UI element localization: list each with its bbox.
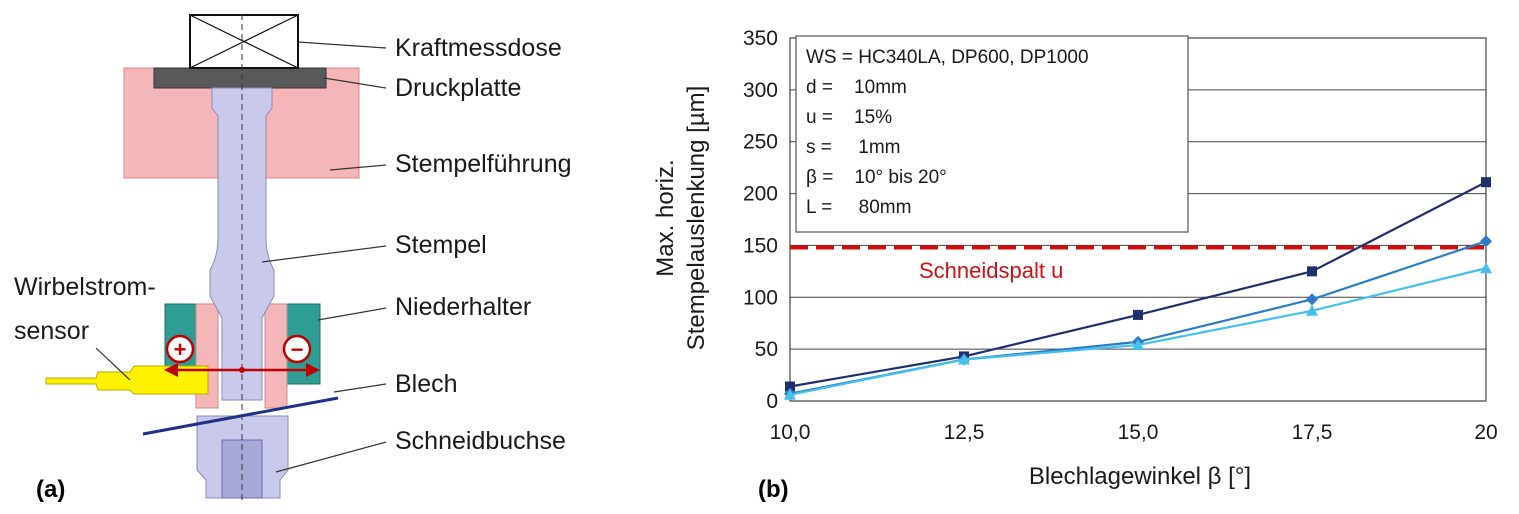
niederhalter-liner-right xyxy=(264,303,288,409)
data-point xyxy=(1132,338,1144,350)
data-point xyxy=(1307,266,1317,277)
schneidspalt-label: Schneidspalt u xyxy=(919,258,1063,283)
y-tick-label: 350 xyxy=(743,27,778,50)
data-point xyxy=(1481,177,1491,188)
data-point xyxy=(784,388,796,400)
x-tick-label: 10,0 xyxy=(770,421,811,444)
plus-sign: + xyxy=(174,337,187,362)
druckplatte-plate xyxy=(153,67,327,89)
label-blech: Blech xyxy=(395,370,458,398)
kraftmessdose-box xyxy=(189,14,299,69)
y-axis-title-line1: Max. horiz. xyxy=(652,159,679,276)
wirbelstromsensor-body xyxy=(45,365,209,395)
deflection-chart: 0 50 100 150 200 250 300 350 10,0 12,5 15,0 17,5 20… xyxy=(652,27,1498,503)
y-tick-label: 300 xyxy=(743,79,778,102)
legend-line: d = 10mm xyxy=(806,77,907,98)
apparatus-diagram: + − Kraftmessdose Druckplatte Stempelfüh… xyxy=(14,14,572,503)
y-tick-label: 50 xyxy=(755,338,778,361)
data-point xyxy=(1480,262,1492,274)
label-wirbelstrom-line1: Wirbelstrom- xyxy=(14,273,156,301)
label-stempel: Stempel xyxy=(395,231,487,259)
legend-line: L = 80mm xyxy=(806,197,911,218)
label-wirbelstrom-line2: sensor xyxy=(14,317,89,345)
blech-sheet xyxy=(142,396,339,436)
label-druckplatte: Druckplatte xyxy=(395,74,521,102)
panel-b-tag: (b) xyxy=(758,476,789,503)
deflection-arrow xyxy=(164,363,320,377)
data-point xyxy=(1133,309,1143,320)
x-tick-label: 17,5 xyxy=(1292,421,1333,444)
legend-box xyxy=(795,35,1189,233)
x-tick-label: 20 xyxy=(1474,421,1497,444)
minus-marker: − xyxy=(282,334,312,364)
y-axis-title-line2: Stempelauslenkung [µm] xyxy=(683,86,710,351)
plus-marker: + xyxy=(165,334,195,364)
data-point xyxy=(1306,293,1318,306)
x-tick-labels: 10,0 12,5 15,0 17,5 20 xyxy=(770,421,1498,444)
legend-line: β = 10° bis 20° xyxy=(806,167,947,188)
label-niederhalter: Niederhalter xyxy=(395,293,531,321)
y-tick-label: 100 xyxy=(743,286,778,309)
data-point xyxy=(958,353,970,365)
parameter-legend: WS = HC340LA, DP600, DP1000 d = 10mm u =… xyxy=(795,35,1189,233)
label-schneidbuchse: Schneidbuchse xyxy=(395,427,566,455)
panel-a-tag: (a) xyxy=(36,476,65,503)
data-point xyxy=(1306,304,1318,316)
data-point xyxy=(1480,235,1492,248)
data-point xyxy=(785,381,795,392)
y-tick-label: 200 xyxy=(743,183,778,206)
schneidspalt-reference: Schneidspalt u xyxy=(790,245,1486,283)
x-tick-label: 15,0 xyxy=(1118,421,1159,444)
x-axis-title: Blechlagewinkel β [°] xyxy=(1029,463,1251,490)
x-tick-label: 12,5 xyxy=(944,421,985,444)
y-tick-label: 150 xyxy=(743,234,778,257)
legend-line: WS = HC340LA, DP600, DP1000 xyxy=(806,47,1089,68)
leader-lines xyxy=(95,41,387,473)
legend-line: s = 1mm xyxy=(806,137,901,158)
label-stempelfuehrung: Stempelführung xyxy=(395,150,572,178)
y-tick-label: 250 xyxy=(743,131,778,154)
chart-series xyxy=(784,177,1492,400)
y-tick-label: 0 xyxy=(766,390,778,413)
label-kraftmessdose: Kraftmessdose xyxy=(395,34,562,62)
minus-sign: − xyxy=(291,337,304,362)
series-line xyxy=(789,267,1487,396)
y-tick-labels: 0 50 100 150 200 250 300 350 xyxy=(743,27,778,413)
legend-line: u = 15% xyxy=(806,107,892,128)
